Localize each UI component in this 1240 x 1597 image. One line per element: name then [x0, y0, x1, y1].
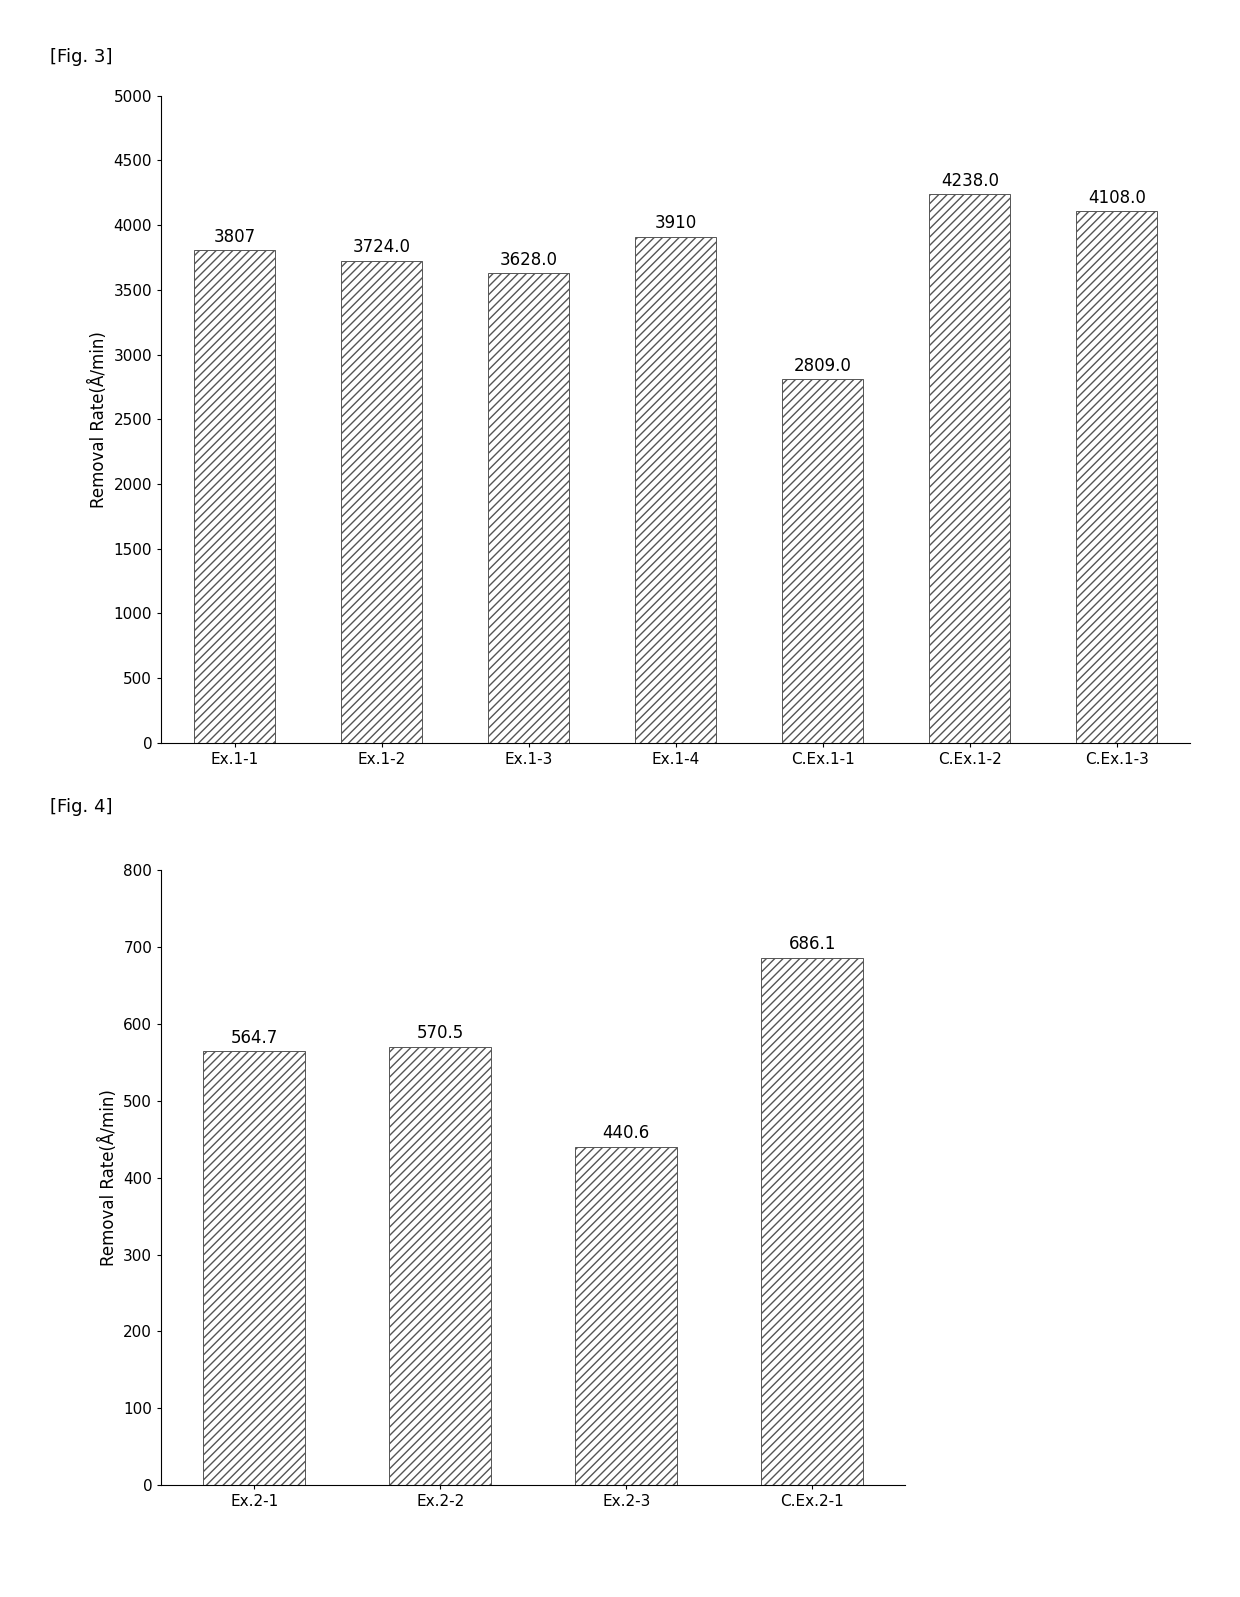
Text: [Fig. 4]: [Fig. 4]: [50, 798, 112, 816]
Text: 4108.0: 4108.0: [1087, 188, 1146, 206]
Text: 564.7: 564.7: [231, 1028, 278, 1046]
Bar: [1076, 211, 1157, 743]
Y-axis label: Removal Rate(Å/min): Removal Rate(Å/min): [89, 331, 108, 508]
Bar: [341, 260, 422, 743]
Bar: [575, 1147, 677, 1485]
Bar: [930, 195, 1011, 743]
Bar: [389, 1046, 491, 1485]
Text: 3628.0: 3628.0: [500, 251, 558, 268]
Bar: [635, 236, 717, 743]
Text: 686.1: 686.1: [789, 936, 836, 953]
Text: 3910: 3910: [655, 214, 697, 232]
Bar: [203, 1051, 305, 1485]
Bar: [489, 273, 569, 743]
Text: [Fig. 3]: [Fig. 3]: [50, 48, 112, 65]
Bar: [195, 251, 275, 743]
Bar: [782, 378, 863, 743]
Text: 3724.0: 3724.0: [352, 238, 410, 257]
Text: 440.6: 440.6: [603, 1124, 650, 1142]
Y-axis label: Removal Rate(Å/min): Removal Rate(Å/min): [98, 1089, 118, 1266]
Text: 4238.0: 4238.0: [941, 172, 999, 190]
Bar: [761, 958, 863, 1485]
Text: 570.5: 570.5: [417, 1024, 464, 1043]
Text: 2809.0: 2809.0: [794, 356, 852, 375]
Text: 3807: 3807: [213, 228, 255, 246]
